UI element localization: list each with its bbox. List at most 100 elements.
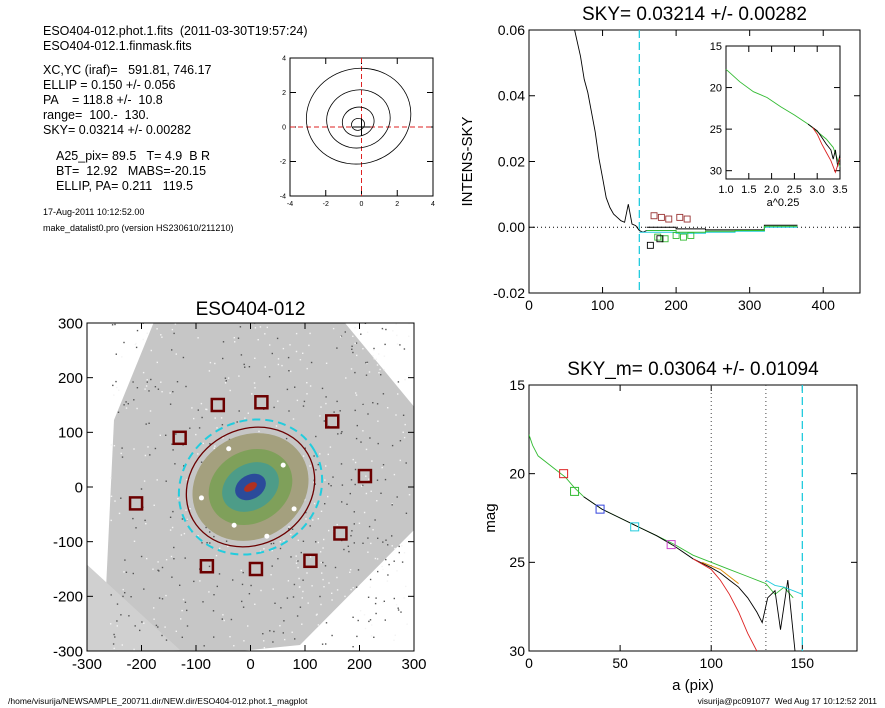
image-noise-pixel [135,527,137,529]
image-noise-pixel [134,343,136,346]
image-noise-pixel [302,540,305,542]
image-noise-pixel [370,542,372,545]
image-noise-pixel [306,367,308,370]
image-noise-pixel [169,403,172,405]
image-noise-pixel [403,552,406,554]
image-noise-pixel [185,385,187,388]
image-noise-pixel [340,335,343,337]
mag-square [559,469,569,479]
image-noise-pixel [396,496,398,498]
image-noise-pixel [336,347,338,349]
image-noise-pixel [317,541,319,544]
image-xtick-label: 0 [246,656,254,673]
sky-ytick-label: 0.06 [498,22,525,38]
image-noise-pixel [302,579,304,581]
image-noise-pixel [214,445,216,447]
image-noise-pixel [271,352,273,355]
image-noise-pixel [189,508,191,510]
image-noise-pixel [347,545,349,547]
image-noise-pixel [243,640,245,642]
contour-ytick-label: 2 [282,90,286,97]
image-ytick-label: -200 [53,589,83,606]
image-noise-pixel [233,645,235,647]
image-noise-pixel [143,622,145,624]
image-noise-pixel [132,572,134,575]
image-noise-pixel [153,618,155,620]
contour-ytick-label: 4 [282,55,286,62]
image-noise-pixel [306,572,308,574]
image-noise-pixel [165,594,167,597]
image-noise-pixel [403,597,405,599]
fits-file-line: ESO404-012.phot.1.fits (2011-03-30T19:57… [43,24,308,38]
image-noise-pixel [373,349,375,351]
image-noise-pixel [314,483,316,485]
image-noise-pixel [368,620,370,623]
image-noise-pixel [394,547,396,550]
image-noise-pixel [323,538,325,541]
image-noise-pixel [382,568,384,571]
mask-square [199,559,215,574]
image-noise-pixel [159,434,161,436]
image-noise-pixel [363,614,366,616]
image-noise-pixel [365,492,368,495]
image-noise-pixel [394,634,396,636]
image-noise-pixel [171,526,174,529]
image-noise-pixel [388,563,390,566]
image-noise-pixel [241,583,244,586]
image-noise-pixel [404,378,407,381]
image-noise-pixel [343,548,345,551]
image-noise-pixel [287,580,290,582]
image-noise-pixel [143,480,146,482]
image-noise-pixel [272,542,275,545]
image-noise-pixel [383,600,385,602]
image-noise-pixel [349,571,351,573]
sky-green-square [654,233,662,241]
xcyc-line: XC,YC (iraf)= 591.81, 746.17 [43,63,212,77]
image-noise-pixel [323,586,325,588]
image-noise-pixel [185,509,187,511]
image-noise-pixel [228,438,231,441]
image-noise-pixel [315,435,317,438]
image-noise-pixel [111,324,114,326]
image-noise-pixel [396,343,399,345]
image-noise-pixel [123,571,125,573]
mag-ytick-label: 25 [509,554,525,570]
image-noise-pixel [393,597,395,600]
sky-line: SKY= 0.03214 +/- 0.00282 [43,123,192,137]
image-noise-pixel [258,430,260,433]
image-noise-pixel [146,332,148,334]
image-noise-pixel [161,391,163,393]
image-field-strip [87,564,180,651]
image-noise-pixel [164,626,166,628]
image-noise-pixel [291,528,294,530]
image-noise-pixel [173,546,175,549]
image-noise-pixel [376,364,379,366]
image-noise-pixel [324,503,326,505]
contour-xtick-label: 4 [431,201,435,208]
image-noise-pixel [272,588,274,590]
image-noise-pixel [116,603,119,605]
image-noise-pixel [352,616,354,618]
image-noise-pixel [114,323,116,326]
image-noise-pixel [293,583,296,586]
image-noise-pixel [205,408,207,410]
sky-black-square [656,235,664,243]
image-noise-pixel [391,504,393,506]
image-noise-pixel [122,588,124,591]
image-noise-pixel [181,636,183,638]
image-noise-pixel [229,389,231,392]
image-noise-pixel [127,403,129,405]
image-noise-pixel [317,463,319,466]
image-noise-pixel [134,625,136,627]
image-noise-pixel [238,410,240,412]
image-noise-pixel [121,356,123,358]
image-noise-pixel [355,342,358,344]
image-noise-pixel [353,542,355,544]
image-noise-pixel [381,466,383,469]
image-content [87,323,414,651]
image-noise-pixel [142,371,145,374]
image-noise-pixel [377,442,379,445]
image-noise-pixel [331,592,333,594]
image-noise-pixel [195,433,197,436]
